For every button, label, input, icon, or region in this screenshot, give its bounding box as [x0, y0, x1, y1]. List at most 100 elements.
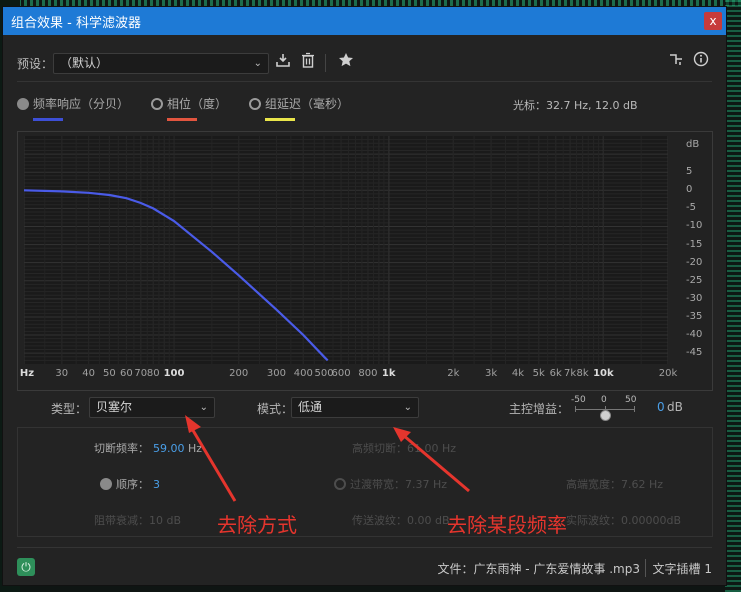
mode-label: 模式：	[257, 402, 294, 416]
download-icon[interactable]	[272, 52, 294, 74]
hz-tick-label: 40	[82, 368, 95, 379]
passband-ripple: 传送波纹：0.00 dB	[352, 514, 450, 527]
annotation-arrowhead	[393, 427, 411, 442]
power-icon[interactable]: ⏻	[17, 558, 35, 576]
close-button[interactable]: x	[704, 12, 722, 30]
gain-tick: 50	[625, 395, 637, 405]
file-info: 文件：广东雨神 - 广东爱情故事 .mp3	[437, 562, 640, 576]
order-radio[interactable]	[100, 478, 112, 490]
graph-plot[interactable]	[24, 136, 668, 364]
master-gain-label: 主控增益：	[509, 402, 570, 416]
graph-legend: 频率响应（分贝） 相位（度） 组延迟（毫秒）	[17, 95, 371, 121]
high-cutoff: 高频切断：61.00 Hz	[352, 442, 457, 455]
hz-tick-label: 50	[103, 368, 116, 379]
cutoff-value[interactable]: 59.00	[153, 442, 185, 455]
annotation-arrow	[189, 426, 237, 502]
gain-tick: 0	[601, 395, 607, 405]
gain-tick-mark	[575, 406, 576, 412]
trash-icon[interactable]	[297, 52, 319, 74]
preset-select[interactable]: （默认） ⌄	[53, 52, 269, 74]
preset-value: （默认）	[60, 55, 109, 70]
db-axis: dB 5 0 -5 -10 -15 -20 -25 -30 -35 -40 -45	[670, 132, 706, 362]
preset-label: 预设：	[17, 56, 54, 71]
db-tick-label: -40	[686, 329, 703, 341]
annotation-method: 去除方式	[217, 513, 297, 537]
radio-freq-response[interactable]	[17, 97, 29, 110]
hz-axis: Hz 30 40 50 60 70 80 100 200 300 400 500 600 800 1k 2k 3…	[18, 368, 678, 382]
annotation-arrowhead	[185, 415, 201, 433]
background-waveform-top	[0, 0, 741, 6]
db-tick-label: -10	[686, 220, 703, 232]
footer: ⏻ 文件：广东雨神 - 广东爱情故事 .mp3 文字插槽 1	[17, 556, 712, 578]
hz-tick-label: 300	[266, 368, 286, 379]
db-tick-label: -20	[686, 256, 703, 268]
cursor-readout: 光标：32.7 Hz, 12.0 dB	[513, 99, 638, 112]
footer-separator	[645, 559, 646, 577]
db-tick-label: 5	[686, 166, 693, 178]
filter-order[interactable]: 顺序： 3	[100, 476, 160, 492]
db-tick-label: -5	[686, 202, 696, 214]
hz-tick-label: 200	[229, 368, 249, 379]
frequency-graph[interactable]: dB 5 0 -5 -10 -15 -20 -25 -30 -35 -40 -45 Hz 30 40 50 6…	[17, 131, 713, 391]
window-title: 组合效果 - 科学滤波器	[11, 15, 141, 31]
divider	[17, 547, 712, 548]
dialog-tools	[662, 51, 712, 73]
type-label: 类型：	[51, 402, 88, 416]
legend-group-delay[interactable]: 组延迟（毫秒）	[249, 95, 349, 121]
cutoff-frequency[interactable]: 切断频率： 59.00 Hz	[94, 440, 202, 456]
hz-tick-label: 1k	[381, 368, 396, 379]
db-tick-label: -45	[686, 347, 703, 359]
legend-label: 相位（度）	[167, 97, 228, 111]
legend-label: 频率响应（分贝）	[33, 97, 130, 111]
master-gain-slider[interactable]: -50 0 50	[571, 395, 641, 421]
filter-type-select[interactable]: 贝塞尔 ⌄	[89, 397, 215, 418]
actual-ripple: 实际波纹：0.00000dB	[566, 514, 682, 527]
gain-tick: -50	[571, 395, 586, 405]
order-value[interactable]: 3	[153, 477, 160, 491]
transition-width: 过渡带宽：7.37 Hz	[334, 476, 447, 492]
hz-tick-label: 800	[358, 368, 378, 379]
db-tick-label: -15	[686, 238, 703, 250]
titlebar: 组合效果 - 科学滤波器 x	[3, 7, 726, 35]
hz-tick-label: 2k	[447, 368, 460, 379]
radio-phase[interactable]	[151, 97, 164, 110]
controls-row: 类型： 贝塞尔 ⌄ 模式： 低通 ⌄ 主控增益： -50 0 50 0 dB	[3, 395, 726, 421]
filter-mode-value: 低通	[298, 400, 323, 414]
chevron-down-icon: ⌄	[253, 57, 262, 69]
background-waveform-right	[725, 0, 741, 592]
transition-radio	[334, 478, 346, 490]
master-gain-unit: dB	[667, 400, 683, 414]
gain-knob[interactable]	[600, 410, 611, 421]
hz-tick-label: 6k	[549, 368, 562, 379]
cutoff-unit: Hz	[188, 442, 203, 455]
annotation-overlay	[185, 415, 470, 502]
db-tick-label: -30	[686, 292, 703, 304]
hz-tick-label: 5k	[532, 368, 545, 379]
db-tick-label: -35	[686, 310, 703, 322]
gain-tick-mark	[605, 406, 606, 412]
legend-phase[interactable]: 相位（度）	[151, 95, 227, 121]
hz-tick-label: 4k	[511, 368, 525, 379]
hz-tick-label: 30	[55, 368, 69, 379]
hz-tick-label: 20k	[658, 368, 678, 379]
radio-group-delay[interactable]	[249, 97, 262, 110]
master-gain-value[interactable]: 0	[657, 400, 665, 414]
annotation-frequency: 去除某段频率	[447, 513, 567, 537]
divider	[17, 81, 712, 82]
hz-tick-label: Hz	[19, 368, 35, 379]
effect-dialog: 组合效果 - 科学滤波器 x 预设： （默认） ⌄ 频率响	[2, 6, 727, 586]
toolbar-separator	[325, 54, 326, 72]
routing-icon[interactable]	[665, 51, 687, 73]
hz-tick-label: 60	[120, 368, 133, 379]
legend-freq-response[interactable]: 频率响应（分贝）	[17, 95, 129, 121]
frequency-response-line	[24, 189, 329, 362]
star-icon[interactable]	[335, 52, 357, 74]
track-slot: 文字插槽 1	[652, 562, 712, 576]
info-icon[interactable]	[690, 51, 712, 73]
hz-tick-label: 7k	[564, 368, 577, 379]
filter-mode-select[interactable]: 低通 ⌄	[291, 397, 419, 418]
filter-type-value: 贝塞尔	[96, 400, 133, 414]
hz-tick-label: 400	[293, 368, 313, 379]
hz-tick-label: 500	[314, 368, 334, 379]
hz-tick-label: 3k	[485, 368, 498, 379]
